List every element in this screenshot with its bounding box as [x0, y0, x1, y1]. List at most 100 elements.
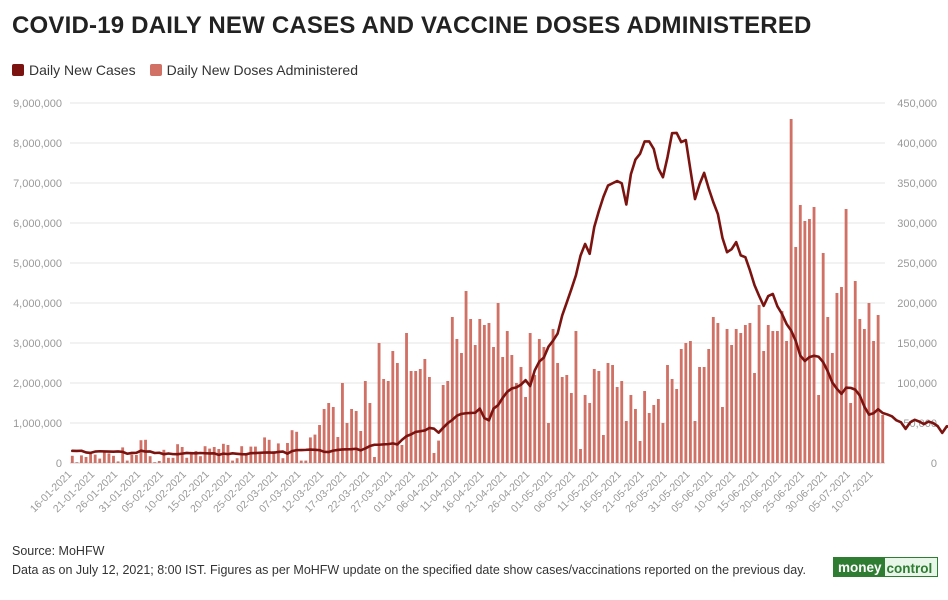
left-axis-tick-label: 8,000,000: [13, 138, 62, 150]
right-axis-tick-label: 450,000: [897, 98, 937, 110]
legend-label-cases: Daily New Cases: [29, 62, 136, 78]
dose-bar: [331, 407, 335, 463]
dose-bar: [345, 423, 349, 463]
dose-bar: [876, 315, 880, 463]
dose-bar: [830, 353, 834, 463]
dose-bar: [450, 317, 454, 463]
dose-bar: [643, 391, 647, 463]
left-axis-tick-label: 2,000,000: [13, 378, 62, 390]
dose-bar: [231, 460, 234, 463]
dose-bar: [753, 373, 756, 463]
dose-bar: [551, 329, 555, 463]
dose-bar: [153, 462, 157, 463]
dose-bar: [478, 319, 482, 463]
dose-bar: [386, 381, 390, 463]
dose-bar: [519, 367, 523, 463]
dose-bar: [89, 453, 93, 463]
dose-bar: [418, 369, 422, 463]
dose-bar: [395, 363, 399, 463]
right-axis-tick-label: 100,000: [897, 378, 937, 390]
dose-bar: [203, 446, 207, 463]
dose-bar: [748, 323, 752, 463]
dose-bar: [299, 460, 303, 463]
dose-bar: [409, 371, 413, 463]
dose-bar: [244, 453, 248, 463]
dose-bar: [492, 347, 495, 463]
dose-bar: [524, 397, 527, 463]
dose-bar: [624, 421, 628, 463]
dose-bar: [112, 455, 115, 463]
dose-bar: [711, 317, 715, 463]
dose-bar: [537, 339, 541, 463]
dose-bar: [675, 389, 679, 463]
right-axis-tick-label: 200,000: [897, 298, 937, 310]
left-axis-tick-label: 6,000,000: [13, 218, 62, 230]
legend-swatch-doses: [149, 64, 162, 76]
dose-bar: [373, 457, 376, 463]
dose-bar: [775, 331, 779, 463]
x-axis-ticks: 16-01-202121-01-202126-01-202131-01-2021…: [28, 469, 876, 516]
right-axis-tick-label: 400,000: [897, 138, 937, 150]
dose-bar: [844, 209, 848, 463]
dose-bar: [359, 431, 363, 463]
dose-bar: [496, 303, 500, 463]
dose-bar: [629, 395, 633, 463]
dose-bar: [862, 329, 866, 463]
dose-bar: [171, 457, 175, 463]
dose-bar: [281, 458, 285, 463]
dose-bar: [684, 343, 688, 463]
dose-bar: [107, 453, 111, 463]
dose-bar: [341, 383, 344, 463]
dose-bar: [185, 457, 189, 463]
dose-bar: [858, 319, 862, 463]
dose-bar: [780, 311, 784, 463]
right-axis-tick-label: 250,000: [897, 258, 937, 270]
dose-bar: [350, 409, 354, 463]
dose-bar: [766, 325, 770, 463]
left-axis-tick-label: 7,000,000: [13, 178, 62, 190]
dose-bar: [794, 247, 798, 463]
right-axis-tick-label: 150,000: [897, 338, 937, 350]
cases-line-layer: [70, 131, 948, 457]
dose-bar: [102, 451, 106, 463]
dose-bar: [212, 447, 216, 463]
dose-bar: [771, 331, 775, 463]
dose-bar: [354, 411, 358, 463]
legend-item-doses[interactable]: Daily New Doses Administered: [149, 62, 358, 78]
dose-bar: [180, 447, 184, 463]
dose-bar: [258, 452, 262, 463]
dose-bar: [849, 403, 853, 463]
left-axis-tick-label: 9,000,000: [13, 98, 62, 110]
dose-bar: [473, 345, 477, 463]
dose-bar: [817, 395, 821, 463]
dose-bar: [130, 454, 134, 463]
dose-bar: [725, 329, 729, 463]
dose-bar: [615, 387, 619, 463]
dose-bar: [881, 415, 885, 463]
dose-bar: [263, 437, 267, 463]
dose-bar: [189, 451, 193, 463]
dose-bar: [592, 369, 596, 463]
dose-bar: [789, 119, 793, 463]
dose-bar: [363, 381, 367, 463]
dose-bar: [757, 305, 761, 463]
left-axis-tick-label: 0: [56, 458, 62, 470]
dose-bar: [666, 365, 669, 463]
right-axis-tick-label: 300,000: [897, 218, 937, 230]
right-axis-tick-label: 0: [931, 458, 937, 470]
dose-bar: [533, 375, 537, 463]
dose-bar: [560, 377, 564, 463]
dose-bar: [437, 440, 440, 463]
dose-bar: [620, 381, 624, 463]
legend: Daily New Cases Daily New Doses Administ…: [12, 62, 358, 78]
dose-bar: [167, 457, 170, 463]
dose-bar: [84, 457, 88, 463]
dose-bar: [501, 357, 505, 463]
dose-bar: [98, 458, 102, 463]
legend-item-cases[interactable]: Daily New Cases: [12, 62, 136, 78]
chart-title: COVID-19 DAILY NEW CASES AND VACCINE DOS…: [12, 12, 812, 39]
dose-bar: [693, 421, 697, 463]
dose-bar: [579, 449, 582, 463]
dose-bar: [272, 451, 276, 463]
